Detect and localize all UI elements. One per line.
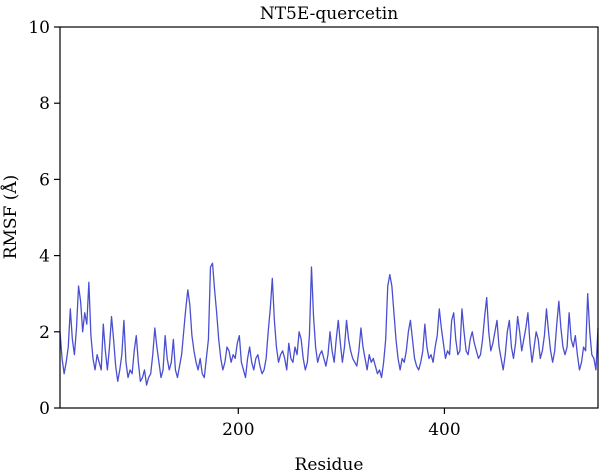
y-axis-label: RMSF (Å): [0, 175, 21, 260]
y-tick-label: 0: [39, 399, 50, 419]
y-tick-label: 2: [39, 323, 50, 343]
y-tick-label: 8: [39, 94, 50, 114]
rmsf-series-line: [59, 262, 599, 386]
y-tick-label: 6: [39, 170, 50, 190]
x-axis-label: Residue: [295, 455, 364, 473]
x-axis: 200 400: [222, 408, 461, 440]
x-tick-label: 400: [428, 420, 460, 440]
plot-series: [59, 262, 599, 386]
y-tick-label: 4: [39, 247, 50, 267]
chart-title: NT5E-quercetin: [260, 4, 398, 24]
x-tick-label: 200: [222, 420, 254, 440]
y-axis: 0 2 4 6 8 10: [28, 18, 60, 419]
plot-frame: [59, 26, 599, 409]
y-tick-label: 10: [28, 18, 50, 38]
